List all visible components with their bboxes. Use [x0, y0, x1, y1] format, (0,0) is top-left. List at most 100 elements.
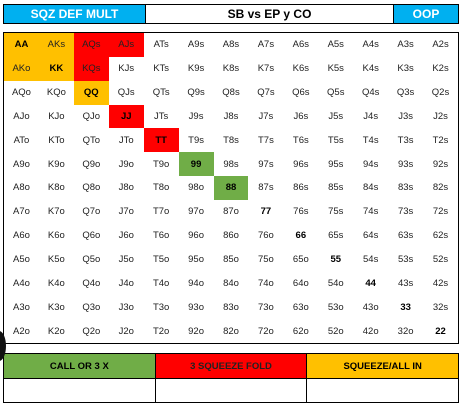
hand-cell: Q9o: [82, 158, 101, 170]
hand-cell: QTo: [82, 134, 101, 146]
hand-cell: Q8o: [82, 182, 101, 194]
hand-cell: 86s: [293, 182, 309, 194]
hand-cell: 42s: [432, 277, 449, 289]
hand-cell: AJo: [13, 110, 30, 122]
hand-cell: KJs: [118, 63, 135, 75]
hand-cell: 93s: [397, 158, 414, 170]
header-position: OOP: [394, 5, 458, 23]
hand-cell: A4s: [362, 39, 379, 51]
hand-cell: T8o: [152, 182, 170, 194]
hand-cell: 87o: [223, 206, 239, 218]
hand-cell: 72s: [432, 206, 449, 218]
hand-cell: 43o: [362, 301, 379, 313]
hand-cell: 98o: [188, 182, 204, 194]
hand-cell: 55: [330, 254, 342, 266]
hand-cell: AA: [4, 33, 39, 57]
hand-cell: 96o: [188, 230, 204, 242]
hand-cell: T5s: [327, 134, 344, 146]
header-title: SQZ DEF MULT: [4, 5, 146, 23]
hand-cell: QTs: [152, 87, 170, 99]
hand-cell: T2s: [432, 134, 449, 146]
hand-cell: K5s: [327, 63, 344, 75]
hand-cell: 53o: [327, 301, 344, 313]
hand-cell: 95s: [328, 158, 344, 170]
hand-cell: A8s: [222, 39, 240, 51]
hand-cell: A5o: [13, 254, 30, 266]
hand-cell: A2o: [13, 325, 30, 337]
hand-cell: 65o: [292, 254, 309, 266]
hand-cell: J4s: [363, 110, 379, 122]
hand-cell: A6s: [292, 39, 310, 51]
hand-cell: 92s: [432, 158, 449, 170]
hand-cell: Q3s: [396, 87, 415, 99]
hand-cell: A8o: [13, 182, 30, 194]
hand-cell: T9o: [152, 158, 170, 170]
hand-cell: 74s: [363, 206, 379, 218]
edge-mark: [0, 331, 6, 361]
hand-cell: J6s: [293, 110, 309, 122]
hand-cell: KQs: [73, 56, 109, 81]
hand-cell: 65s: [328, 230, 344, 242]
hand-cell: J9s: [188, 110, 204, 122]
hand-cell: KTo: [48, 134, 65, 146]
hand-cell: J3o: [118, 301, 134, 313]
hand-cell: 62s: [432, 230, 449, 242]
hand-cell: K6o: [47, 230, 65, 242]
hand-cell: J6o: [118, 230, 134, 242]
hand-cell: 83o: [223, 301, 239, 313]
hand-cell: AKs: [38, 33, 74, 57]
hand-cell: 52s: [432, 254, 449, 266]
hand-cell: T7s: [257, 134, 274, 146]
hand-cell: KJo: [48, 110, 65, 122]
hand-cell: KTs: [153, 63, 170, 75]
hand-cell: T9s: [188, 134, 204, 146]
hand-cell: QJo: [82, 110, 101, 122]
hand-cell: Q2s: [431, 87, 450, 99]
hand-cell: K3o: [47, 301, 65, 313]
hand-cell: T6s: [292, 134, 309, 146]
hand-cell: Q9s: [187, 87, 205, 99]
hand-cell: 43s: [397, 277, 414, 289]
hand-cell: 32o: [397, 325, 414, 337]
hand-matrix: AA AKs AQs AJs ATs A9s A8s A7s A6s A5s A4s A3s A2s AK…: [4, 33, 458, 343]
hand-cell: 87s: [258, 182, 274, 194]
hand-cell: K8s: [222, 63, 240, 75]
hand-cell: 22: [435, 325, 446, 337]
hand-cell: K7s: [257, 63, 275, 75]
hand-cell: J5s: [328, 110, 344, 122]
hand-cell: 85o: [223, 254, 239, 266]
hand-cell: A3s: [397, 39, 414, 51]
hand-cell: 75s: [328, 206, 344, 218]
hand-cell: 66: [295, 230, 307, 242]
hand-cell: K9s: [187, 63, 205, 75]
hand-cell: JTs: [154, 110, 169, 122]
legend-blank-cell: [155, 379, 308, 402]
hand-cell: T6o: [152, 230, 170, 242]
hand-cell: ATs: [153, 39, 169, 51]
header-matchup: SB vs EP y CO: [146, 5, 394, 23]
hand-cell: 76o: [257, 230, 274, 242]
hand-cell: 74o: [257, 277, 274, 289]
legend-blank-cell: [307, 379, 459, 402]
hand-range-grid: AA AKs AQs AJs ATs A9s A8s A7s A6s A5s A4s A3s A2s AK…: [3, 32, 459, 344]
hand-cell: 63o: [292, 301, 309, 313]
hand-cell: 62o: [292, 325, 309, 337]
hand-cell: K5o: [47, 254, 65, 266]
hand-cell: 98s: [223, 158, 239, 170]
hand-cell: J5o: [118, 254, 134, 266]
hand-cell: 97o: [188, 206, 204, 218]
hand-cell: K8o: [47, 182, 65, 194]
hand-cell: TT: [143, 128, 179, 153]
legend-blank-row: [3, 379, 459, 403]
hand-cell: 83s: [397, 182, 414, 194]
hand-cell: 88: [213, 176, 249, 200]
hand-cell: 64o: [292, 277, 309, 289]
hand-cell: T4o: [152, 277, 170, 289]
hand-cell: K3s: [397, 63, 414, 75]
hand-cell: T8s: [223, 134, 239, 146]
hand-cell: 82o: [223, 325, 239, 337]
hand-cell: J9o: [118, 158, 134, 170]
hand-cell: 96s: [293, 158, 309, 170]
hand-cell: 54s: [363, 254, 379, 266]
